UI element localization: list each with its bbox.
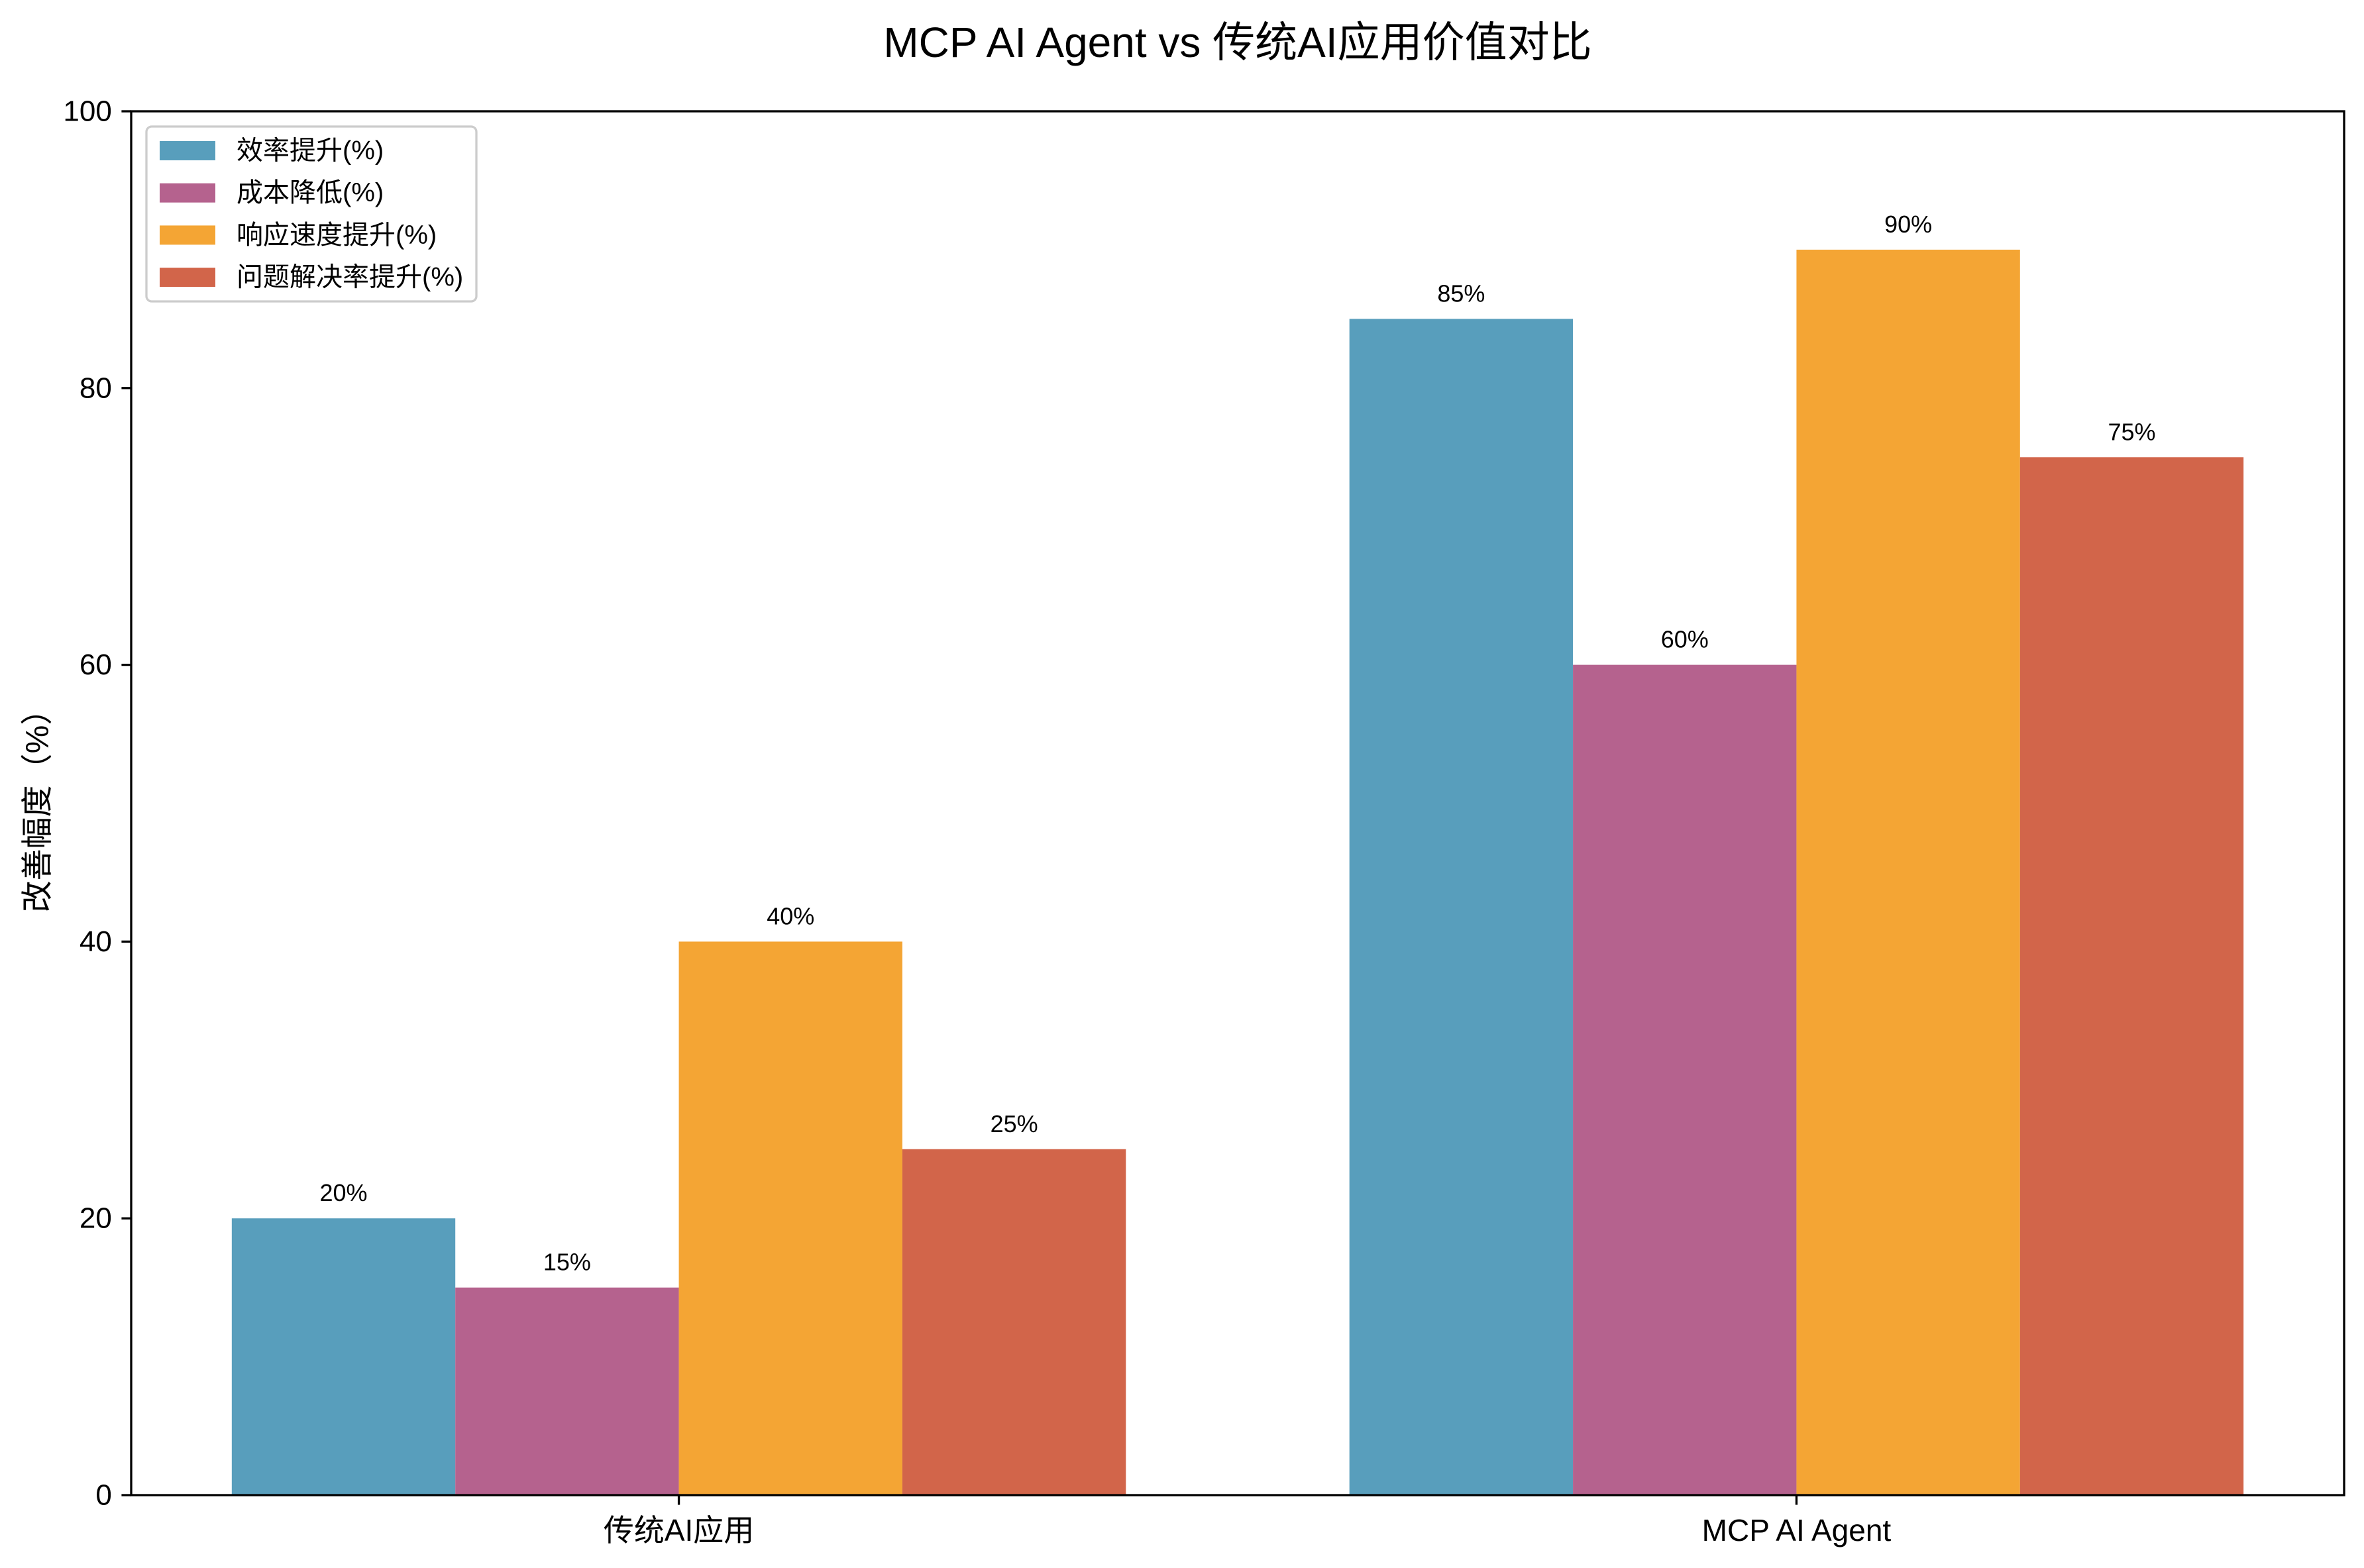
legend-item-1: 效率提升(%) [160,136,384,166]
y-tick-label-3: 40 [80,925,112,958]
legend: 效率提升(%) 成本降低(%) 响应速度提升(%) 问题解决率提升(%) [145,125,478,303]
legend-label-4: 问题解决率提升(%) [237,263,463,292]
data-label-s2-c1: 15% [543,1249,591,1276]
legend-swatch-3 [160,225,215,245]
y-tick-label-1: 0 [95,1479,111,1512]
legend-swatch-1 [160,141,215,160]
bar-s4-c1 [902,1149,1126,1495]
legend-swatch-4 [160,268,215,287]
bar-s3-c1 [678,941,902,1495]
x-axis: 传统AI应用 MCP AI Agent [604,1495,1892,1547]
data-label-s1-c1: 20% [319,1179,367,1206]
legend-item-2: 成本降低(%) [160,178,384,207]
bar-s3-c2 [1796,249,2020,1495]
legend-swatch-2 [160,183,215,203]
data-label-s4-c2: 75% [2108,418,2155,445]
bars [231,249,2244,1496]
y-tick-label-2: 20 [80,1202,112,1235]
y-axis: 0 20 40 60 80 100 [63,95,131,1512]
y-tick-label-5: 80 [80,372,112,404]
plot-area: 20% 85% 15% 60% 40% 90% 25% 75% 0 20 40 60 80 100 传统… [63,95,2345,1547]
y-tick-label-6: 100 [63,95,111,128]
legend-item-4: 问题解决率提升(%) [160,263,463,292]
legend-label-1: 效率提升(%) [237,136,384,166]
y-axis-label: 改善幅度（%） [21,694,56,913]
data-label-s3-c2: 90% [1884,211,1932,238]
bar-s4-c2 [2019,457,2244,1495]
legend-frame [145,125,478,303]
legend-label-2: 成本降低(%) [237,178,384,207]
legend-item-3: 响应速度提升(%) [160,221,437,250]
bar-s2-c1 [455,1287,679,1495]
data-labels: 20% 85% 15% 60% 40% 90% 25% 75% [319,211,2155,1276]
bar-s2-c2 [1573,664,1797,1495]
axes-frame [130,110,2345,1496]
legend-label-3: 响应速度提升(%) [237,221,437,250]
data-label-s2-c2: 60% [1661,626,1709,653]
y-tick-label-4: 60 [80,649,112,681]
chart-title: MCP AI Agent vs 传统AI应用价值对比 [883,19,1591,66]
data-label-s3-c1: 40% [767,902,814,929]
x-tick-label-1: 传统AI应用 [604,1513,754,1547]
data-label-s4-c1: 25% [991,1110,1038,1137]
x-tick-label-2: MCP AI Agent [1702,1513,1892,1547]
data-label-s1-c2: 85% [1437,280,1485,307]
bar-s1-c1 [231,1218,456,1495]
bar-s1-c2 [1349,319,1574,1496]
